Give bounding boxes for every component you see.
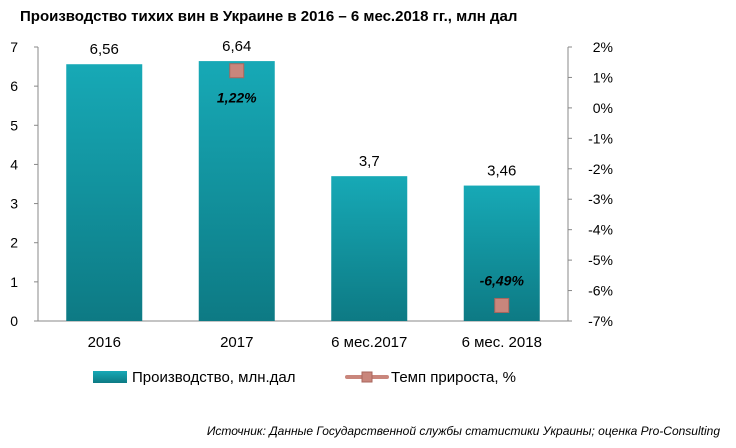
chart-title: Производство тихих вин в Украине в 2016 … bbox=[20, 8, 518, 25]
y-right-tick-label: -1% bbox=[588, 130, 613, 146]
y-right-tick-label: -7% bbox=[588, 313, 613, 329]
y-right-tick-label: -2% bbox=[588, 161, 613, 177]
bar-value-label: 6,56 bbox=[90, 41, 119, 58]
growth-marker bbox=[494, 297, 510, 313]
y-right-tick-label: 1% bbox=[593, 69, 613, 85]
y-left-tick-label: 2 bbox=[10, 235, 18, 251]
bar-value-label: 3,7 bbox=[359, 153, 380, 170]
bar bbox=[66, 64, 143, 322]
x-tick-label: 6 мес.2017 bbox=[331, 334, 407, 351]
y-left-tick-label: 5 bbox=[10, 117, 18, 133]
y-left-tick-label: 6 bbox=[10, 78, 18, 94]
growth-value-label: -6,49% bbox=[480, 272, 525, 288]
bar bbox=[331, 176, 408, 321]
x-tick-label: 2016 bbox=[88, 334, 121, 351]
y-right-tick-label: -5% bbox=[588, 252, 613, 268]
x-tick-label: 2017 bbox=[220, 334, 253, 351]
source-note: Источник: Данные Государственной службы … bbox=[206, 424, 720, 438]
y-right-tick-label: -6% bbox=[588, 283, 613, 299]
y-left-tick-label: 4 bbox=[10, 156, 18, 172]
y-left-tick-label: 1 bbox=[10, 274, 18, 290]
y-left-tick-label: 7 bbox=[10, 39, 18, 55]
bar-value-label: 3,46 bbox=[487, 163, 516, 180]
legend-label-production: Производство, млн.дал bbox=[132, 369, 296, 386]
bar bbox=[198, 61, 275, 321]
growth-marker bbox=[229, 63, 245, 79]
y-left-tick-label: 0 bbox=[10, 313, 18, 329]
legend-label-growth: Темп прироста, % bbox=[391, 369, 516, 386]
legend-swatch-marker bbox=[361, 371, 373, 383]
y-right-tick-label: 0% bbox=[593, 100, 613, 116]
legend-swatch-bar bbox=[93, 371, 127, 383]
bar-value-label: 6,64 bbox=[222, 38, 251, 55]
y-left-tick-label: 3 bbox=[10, 196, 18, 212]
y-right-tick-label: -3% bbox=[588, 191, 613, 207]
x-tick-label: 6 мес. 2018 bbox=[462, 334, 542, 351]
y-right-tick-label: 2% bbox=[593, 39, 613, 55]
y-right-tick-label: -4% bbox=[588, 222, 613, 238]
growth-value-label: 1,22% bbox=[217, 90, 257, 106]
